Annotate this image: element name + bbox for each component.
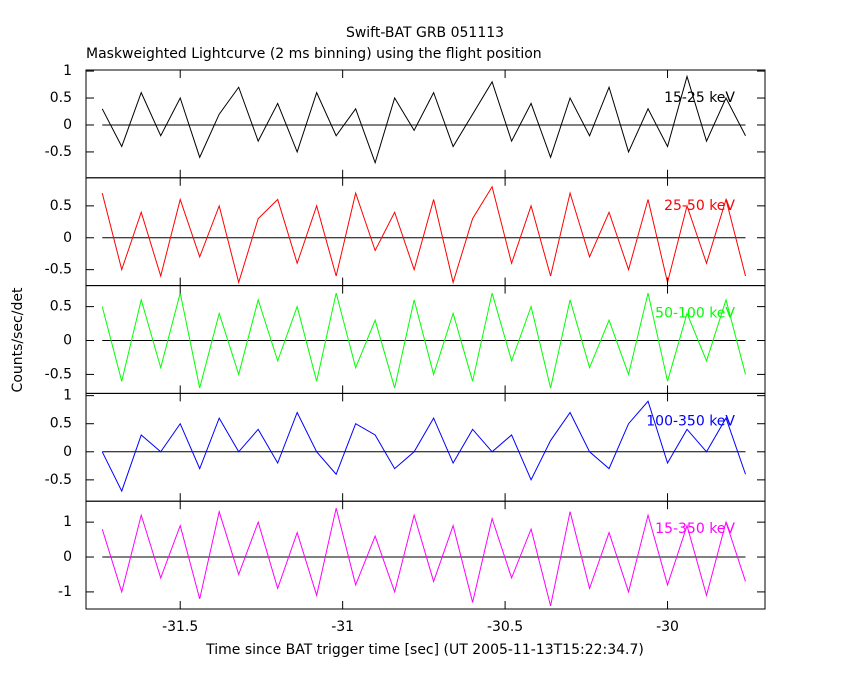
y-tick-label: -1: [58, 584, 72, 600]
band-label: 25-50 keV: [664, 198, 735, 214]
light-curve: [101, 400, 746, 493]
y-tick-label: 0: [63, 549, 72, 565]
y-tick-label: 0.5: [50, 299, 72, 315]
band-label: 100-350 keV: [646, 413, 735, 429]
y-tick-label: 0.5: [50, 416, 72, 432]
light-curve: [101, 185, 746, 285]
y-tick-label: -0.5: [45, 144, 72, 160]
y-tick-label: 0: [63, 230, 72, 246]
y-tick-label: 0: [63, 444, 72, 460]
light-curve: [101, 74, 746, 165]
light-curve: [101, 292, 746, 389]
y-tick-label: 0.5: [50, 198, 72, 214]
y-tick-label: -0.5: [45, 472, 72, 488]
y-tick-label: 1: [63, 514, 72, 530]
chart-title: Swift-BAT GRB 051113: [346, 25, 504, 41]
y-tick-label: -0.5: [45, 366, 72, 382]
y-tick-label: 1: [63, 63, 72, 79]
x-tick-label: -30.5: [487, 619, 523, 635]
y-tick-label: 0: [63, 117, 72, 133]
panel-frame: [85, 500, 766, 610]
y-tick-label: 0: [63, 333, 72, 349]
y-tick-label: 0.5: [50, 90, 72, 106]
y-tick-label: 1: [63, 388, 72, 404]
x-tick-label: -31: [331, 619, 354, 635]
x-tick-label: -31.5: [162, 619, 198, 635]
band-label: 15-25 keV: [664, 90, 735, 106]
band-label: 15-350 keV: [655, 521, 735, 537]
x-axis-label: Time since BAT trigger time [sec] (UT 20…: [205, 642, 644, 658]
chart-subtitle: Maskweighted Lightcurve (2 ms binning) u…: [86, 46, 542, 62]
y-axis-label: Counts/sec/det: [10, 287, 26, 392]
band-label: 50-100 keV: [655, 306, 735, 322]
light-curve: [101, 508, 746, 606]
y-tick-label: -0.5: [45, 262, 72, 278]
x-tick-label: -30: [656, 619, 679, 635]
